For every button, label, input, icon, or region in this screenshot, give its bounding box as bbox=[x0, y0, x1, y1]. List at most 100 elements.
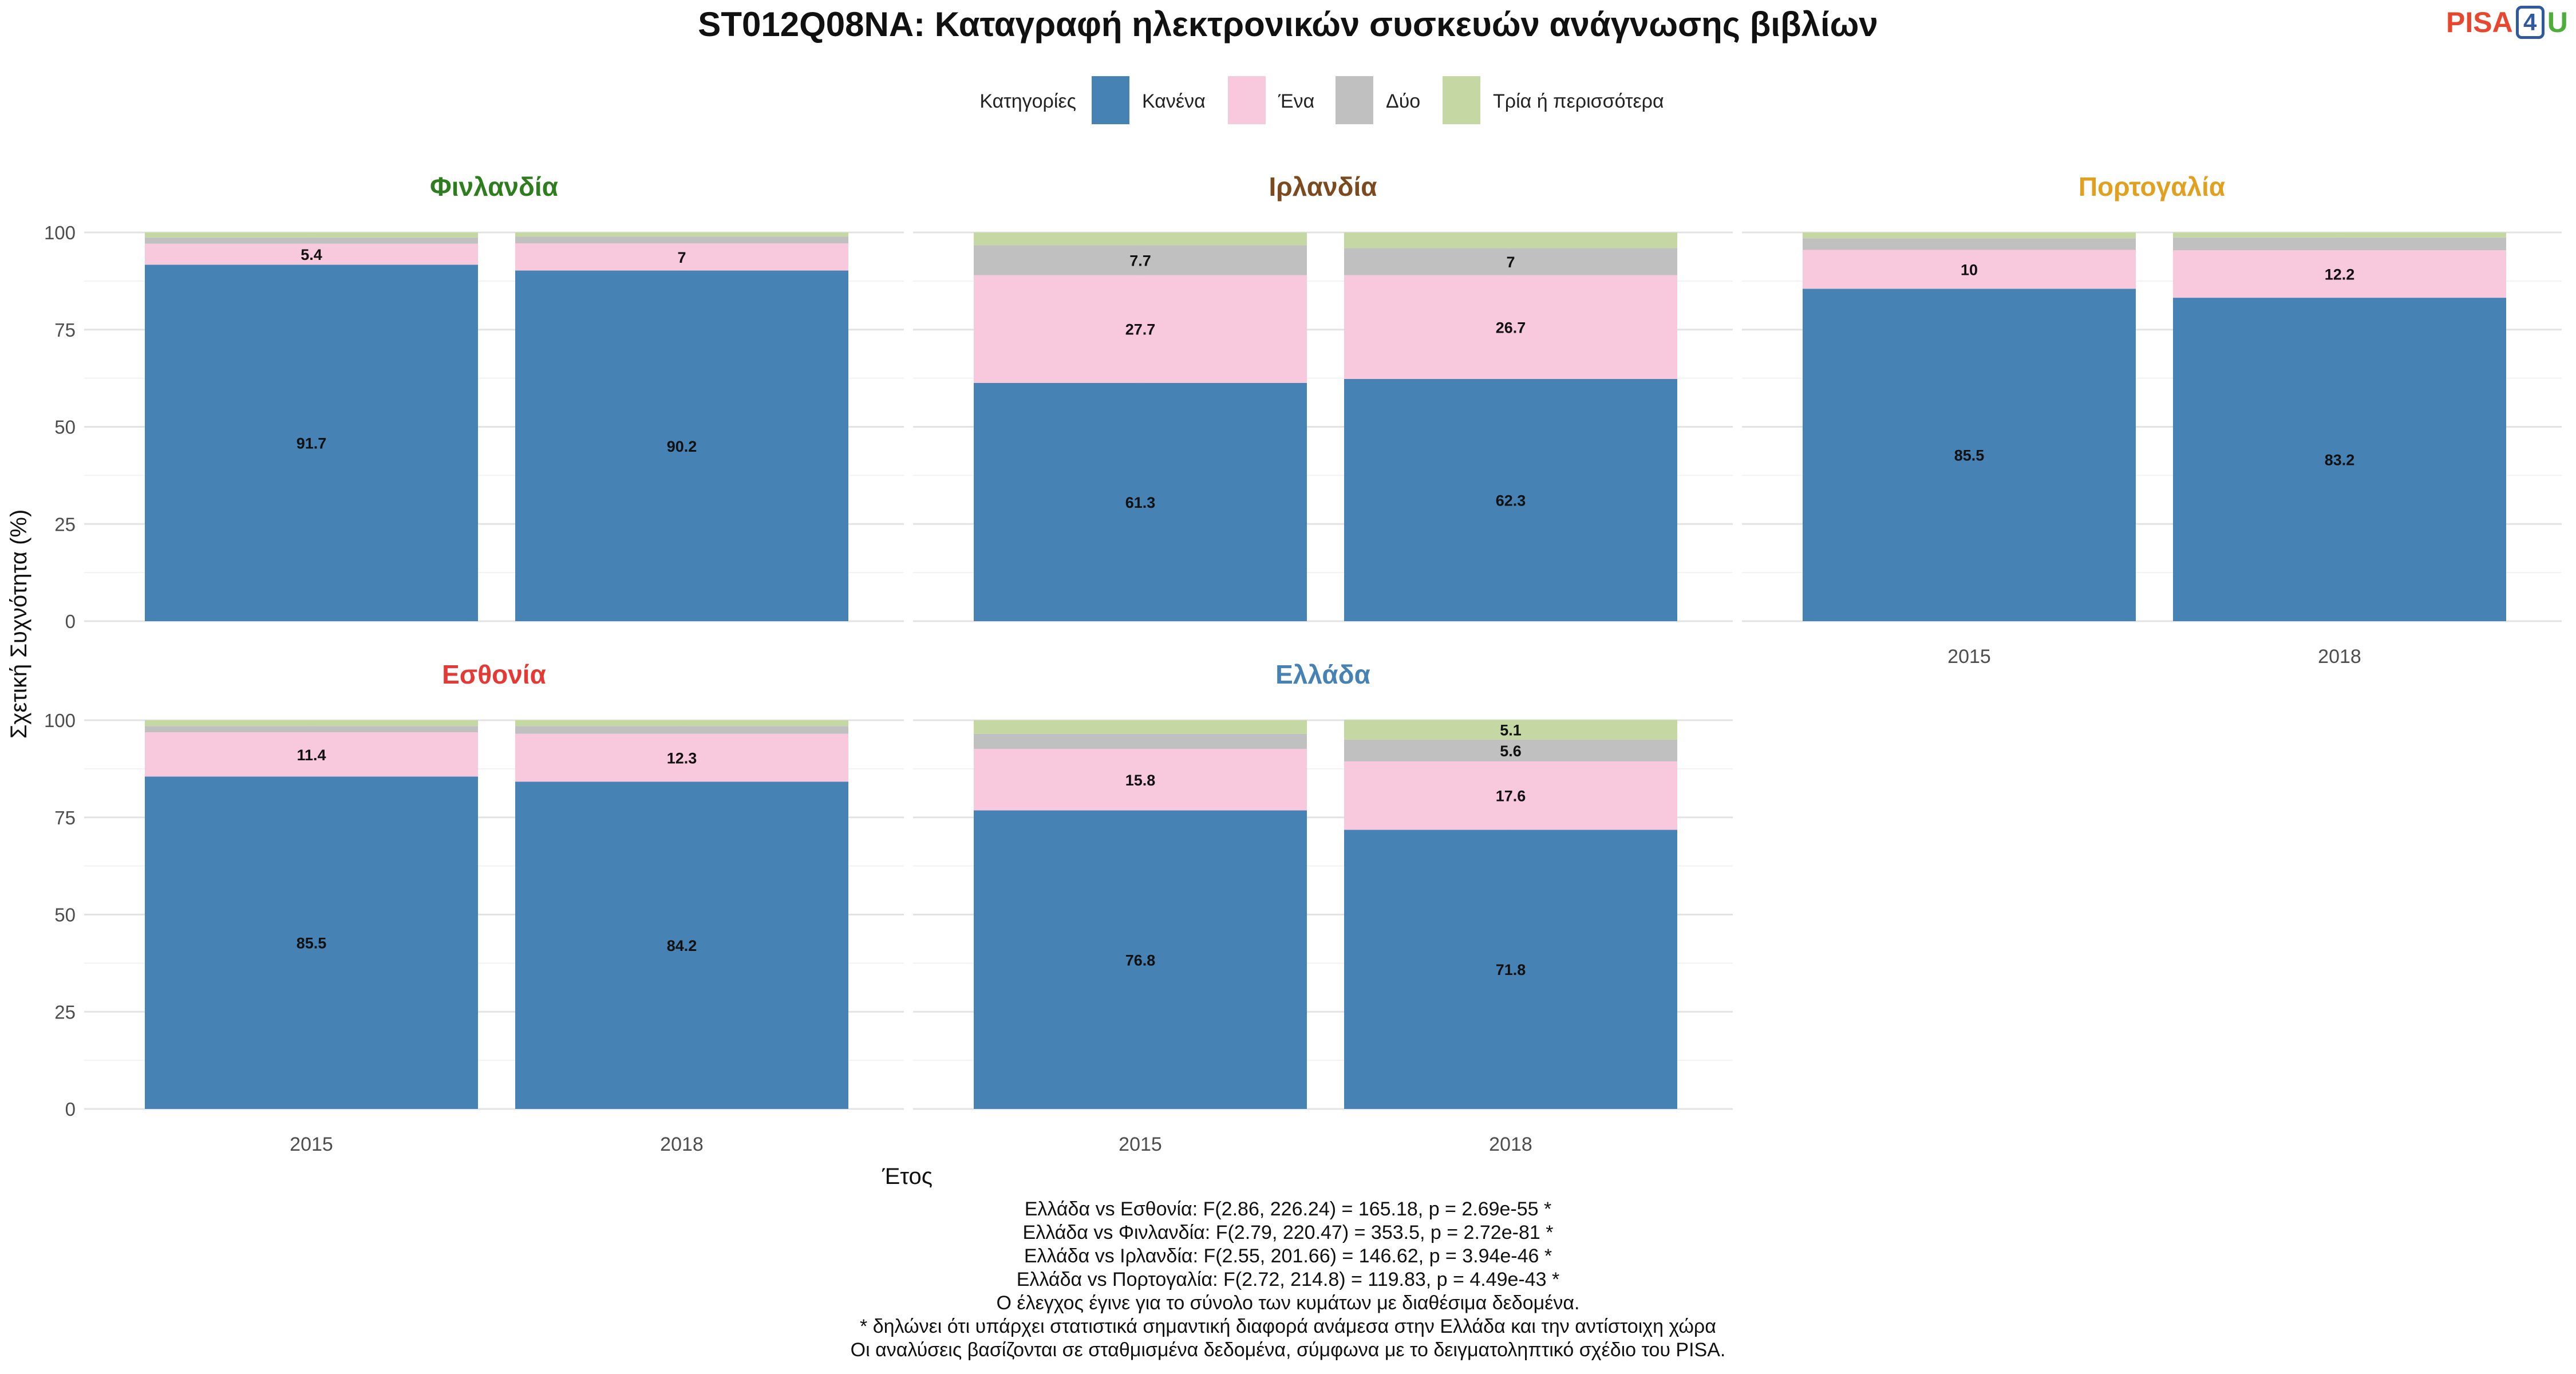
y-tick-label: 0 bbox=[65, 611, 76, 632]
bar-segment bbox=[974, 245, 1307, 275]
bar-segment bbox=[1803, 289, 2136, 622]
panel-title: Εσθονία bbox=[442, 660, 546, 689]
data-label: 84.2 bbox=[667, 937, 697, 954]
bar-segment bbox=[515, 232, 848, 237]
bar-segment bbox=[1803, 250, 2136, 289]
facet-panel: Ιρλανδία 61.3 27.7 7.7 62.3 26.7 7 bbox=[913, 172, 1733, 622]
bar-segment bbox=[515, 781, 848, 1109]
y-tick-label: 50 bbox=[54, 417, 76, 438]
bar-segment bbox=[515, 726, 848, 734]
legend: Κατηγορίες Κανένα Ένα Δύο Τρία ή περισσότερα bbox=[979, 76, 1664, 124]
legend-item-4-swatch bbox=[1443, 76, 1480, 124]
bar-segment bbox=[515, 236, 848, 244]
data-label: 61.3 bbox=[1125, 494, 1156, 511]
facet-panel: Ελλάδα 76.8 15.8 2015 71.8 17.6 5.6 5.1 2018 bbox=[913, 660, 1733, 1155]
x-tick-label: 2015 bbox=[1119, 1134, 1162, 1155]
data-label: 26.7 bbox=[1496, 319, 1526, 336]
facet-panel: Πορτογαλία 85.5 10 2015 83.2 12.2 2018 bbox=[1742, 172, 2562, 668]
caption-line: Ο έλεγχος έγινε για το σύνολο των κυμάτω… bbox=[997, 1292, 1580, 1314]
legend-item-1-label: Κανένα bbox=[1142, 90, 1206, 112]
pisa4u-logo: PISA 4 U bbox=[2446, 2, 2568, 42]
data-label: 85.5 bbox=[1954, 447, 1985, 464]
data-label: 15.8 bbox=[1125, 772, 1156, 789]
bar-segment bbox=[515, 733, 848, 782]
bar-segment bbox=[145, 776, 478, 1109]
bar-segment bbox=[145, 237, 478, 244]
bar-segment bbox=[2173, 250, 2506, 298]
legend-item-2-label: Ένα bbox=[1278, 90, 1314, 112]
y-axis-label: Σχετική Συχνότητα (%) bbox=[6, 510, 31, 739]
data-label: 76.8 bbox=[1125, 951, 1156, 969]
bar-segment bbox=[1803, 232, 2136, 239]
y-tick-label: 0 bbox=[65, 1099, 76, 1120]
data-label: 11.4 bbox=[297, 747, 326, 764]
bar-segment bbox=[974, 232, 1307, 246]
x-tick-label: 2015 bbox=[1947, 646, 1991, 668]
bar-segment bbox=[2173, 232, 2506, 238]
x-tick-label: 2018 bbox=[2318, 646, 2361, 668]
y-tick-label: 25 bbox=[54, 1001, 76, 1022]
caption-line: Ελλάδα vs Ιρλανδία: F(2.55, 201.66) = 14… bbox=[1024, 1245, 1552, 1267]
bar-segment bbox=[145, 720, 478, 727]
bar-segment bbox=[145, 264, 478, 621]
data-label: 91.7 bbox=[297, 435, 327, 452]
caption-line: Ελλάδα vs Φινλανδία: F(2.79, 220.47) = 3… bbox=[1023, 1222, 1554, 1243]
bar-segment bbox=[974, 382, 1307, 621]
bar-segment bbox=[145, 243, 478, 265]
logo-text-u: U bbox=[2547, 6, 2568, 38]
legend-title: Κατηγορίες bbox=[979, 90, 1076, 112]
logo-text-pisa: PISA bbox=[2446, 6, 2513, 38]
y-tick-label: 50 bbox=[54, 905, 76, 926]
data-label: 7 bbox=[1506, 254, 1515, 271]
panel-title: Ελλάδα bbox=[1275, 660, 1370, 689]
bar-segment bbox=[974, 749, 1307, 811]
y-tick-label: 100 bbox=[44, 222, 76, 243]
panel-title: Ιρλανδία bbox=[1269, 172, 1377, 202]
bar-segment bbox=[974, 733, 1307, 749]
caption-line: Οι αναλύσεις βασίζονται σε σταθμισμένα δ… bbox=[851, 1339, 1726, 1361]
bar-segment bbox=[974, 810, 1307, 1109]
x-tick-label: 2018 bbox=[660, 1134, 704, 1155]
legend-item-2-swatch bbox=[1228, 76, 1266, 124]
bar-segment bbox=[145, 726, 478, 733]
caption: Ελλάδα vs Εσθονία: F(2.86, 226.24) = 165… bbox=[851, 1198, 1726, 1361]
data-label: 71.8 bbox=[1496, 961, 1526, 978]
bar-segment bbox=[1344, 830, 1677, 1109]
legend-item-3-label: Δύο bbox=[1386, 90, 1420, 112]
panel-title: Φινλανδία bbox=[430, 172, 558, 202]
caption-line: Ελλάδα vs Εσθονία: F(2.86, 226.24) = 165… bbox=[1025, 1198, 1552, 1220]
legend-item-3-swatch bbox=[1336, 76, 1373, 124]
bar-segment bbox=[515, 720, 848, 727]
bar-segment bbox=[974, 720, 1307, 734]
caption-line: * δηλώνει ότι υπάρχει στατιστικά σημαντι… bbox=[860, 1316, 1716, 1337]
chart-title: ST012Q08NA: Καταγραφή ηλεκτρονικών συσκε… bbox=[698, 5, 1878, 44]
bar-segment bbox=[1344, 378, 1677, 621]
bar-segment bbox=[2173, 237, 2506, 251]
y-tick-label: 100 bbox=[44, 710, 76, 731]
data-label: 62.3 bbox=[1496, 492, 1526, 509]
bar-segment bbox=[515, 270, 848, 621]
bar-segment bbox=[145, 232, 478, 238]
data-label: 17.6 bbox=[1496, 788, 1526, 805]
data-label: 5.1 bbox=[1500, 722, 1522, 739]
facet-panel: 0 25 50 75 100 Εσθονία 85.5 11.4 2015 84.2 12.3 201… bbox=[44, 660, 904, 1155]
data-label: 27.7 bbox=[1125, 321, 1156, 338]
data-label: 90.2 bbox=[667, 438, 697, 455]
bar-segment bbox=[145, 732, 478, 777]
data-label: 7.7 bbox=[1129, 252, 1151, 270]
bar-segment bbox=[2173, 298, 2506, 621]
y-tick-label: 25 bbox=[54, 514, 76, 535]
legend-item-4-label: Τρία ή περισσότερα bbox=[1493, 90, 1664, 112]
data-label: 85.5 bbox=[297, 935, 327, 952]
bar-segment bbox=[515, 243, 848, 271]
bar-segment bbox=[1344, 275, 1677, 379]
data-label: 7 bbox=[677, 249, 686, 266]
x-axis-label: Έτος bbox=[882, 1164, 933, 1189]
data-label: 5.4 bbox=[301, 246, 322, 263]
logo-text-four: 4 bbox=[2515, 6, 2545, 39]
data-label: 12.3 bbox=[667, 750, 697, 767]
panel-title: Πορτογαλία bbox=[2079, 172, 2225, 202]
facet-panels: 0255075100Φινλανδία91.75.490.27Ιρλανδία6… bbox=[44, 172, 2562, 1155]
bar-segment bbox=[1344, 232, 1677, 248]
